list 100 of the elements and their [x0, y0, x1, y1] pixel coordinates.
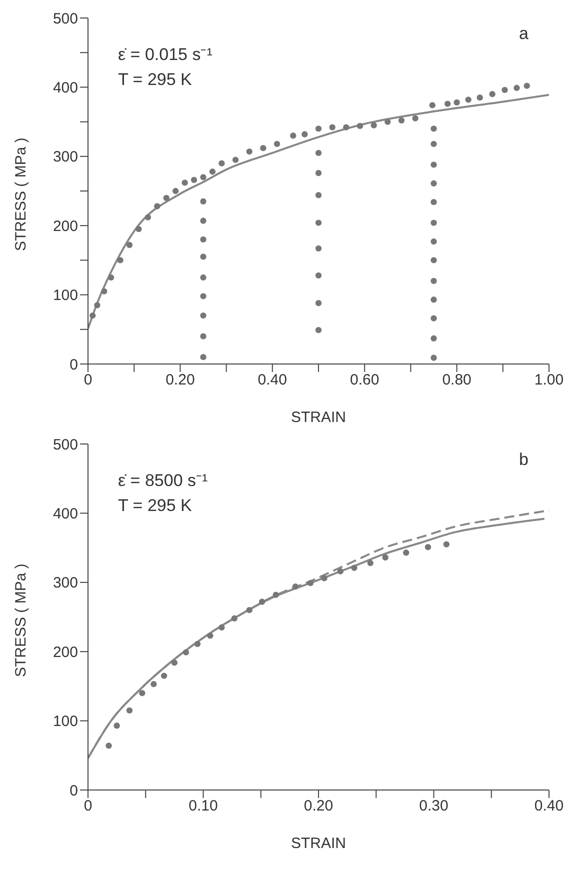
y-tick-label: 0: [70, 356, 78, 374]
annotation: T = 295 K: [118, 496, 192, 516]
annotation: b: [519, 450, 528, 470]
point: [430, 296, 437, 303]
x-axis-title: STRAIN: [290, 835, 346, 852]
y-tick-label: 300: [52, 574, 78, 592]
point: [260, 145, 266, 152]
point: [424, 544, 432, 550]
point: [200, 274, 206, 281]
point: [315, 126, 322, 132]
point: [356, 122, 364, 130]
point: [139, 690, 146, 696]
point: [171, 660, 178, 666]
x-tick-label: 0.80: [442, 372, 472, 389]
point: [200, 236, 206, 243]
point: [114, 722, 120, 729]
y-tick-label: 300: [52, 148, 78, 166]
x-tick-label: 0.40: [258, 372, 287, 389]
y-tick-label: 100: [52, 713, 78, 730]
point: [292, 583, 299, 590]
point: [430, 238, 437, 245]
point: [454, 99, 460, 106]
point: [329, 124, 336, 130]
point: [351, 564, 358, 571]
point: [182, 180, 188, 186]
point: [200, 293, 206, 300]
point: [384, 118, 391, 125]
point: [160, 672, 168, 679]
point: [207, 632, 214, 639]
point: [502, 86, 508, 94]
point: [382, 554, 388, 561]
point: [321, 575, 328, 582]
x-tick-label: 0.30: [419, 798, 448, 815]
point: [489, 91, 496, 98]
annotation: ε̇ = 0.015 s⁻¹: [118, 44, 212, 65]
x-tick-label: 0.10: [188, 798, 218, 815]
point: [90, 312, 96, 319]
x-tick-label: 0.40: [534, 798, 564, 815]
point: [190, 176, 198, 184]
x-tick-label: 0: [84, 372, 92, 389]
point: [514, 84, 520, 91]
x-tick-label: 0.20: [166, 372, 195, 389]
point: [209, 168, 216, 175]
y-axis-title: STRESS ( MPa ): [12, 138, 30, 251]
point: [430, 257, 437, 264]
point: [430, 335, 437, 342]
point: [126, 242, 133, 248]
point: [367, 560, 374, 566]
point: [403, 550, 410, 556]
point: [430, 126, 437, 132]
point: [218, 160, 225, 166]
point: [232, 156, 239, 163]
point: [200, 333, 206, 340]
point: [476, 94, 483, 101]
point: [315, 150, 322, 156]
y-axis-title: STRESS ( MPa ): [12, 564, 30, 677]
point: [218, 624, 225, 630]
point: [94, 302, 100, 308]
y-tick-label: 100: [52, 287, 78, 304]
point: [200, 254, 206, 260]
point: [465, 96, 472, 103]
point: [154, 203, 160, 210]
point: [108, 274, 114, 281]
point: [430, 180, 437, 186]
point: [444, 100, 451, 107]
point: [163, 194, 170, 202]
point: [315, 327, 322, 334]
point: [200, 198, 206, 204]
point: [412, 115, 418, 122]
point: [315, 245, 322, 252]
point: [231, 615, 238, 622]
point: [290, 132, 296, 139]
y-tick-label: 400: [52, 506, 78, 523]
point: [430, 354, 437, 361]
point: [302, 131, 308, 138]
y-tick-label: 500: [52, 436, 78, 454]
point: [182, 649, 190, 656]
y-tick-label: 0: [70, 782, 78, 800]
point: [443, 541, 450, 548]
point: [200, 312, 206, 319]
point: [246, 148, 252, 155]
y-tick-label: 400: [52, 80, 78, 97]
point: [343, 124, 350, 130]
point: [315, 272, 322, 279]
point: [430, 140, 437, 148]
point: [524, 82, 530, 89]
x-tick-label: 0: [84, 798, 92, 815]
point: [101, 288, 108, 294]
point: [337, 568, 344, 574]
x-axis-title: STRAIN: [290, 409, 346, 426]
point: [200, 354, 206, 360]
point: [172, 188, 179, 194]
point: [315, 220, 322, 226]
point: [315, 300, 322, 306]
point: [274, 140, 280, 148]
annotation: ε̇ = 8500 s⁻¹: [118, 470, 208, 491]
point: [429, 102, 436, 108]
point: [126, 707, 133, 714]
point: [315, 170, 322, 176]
point: [430, 198, 437, 206]
